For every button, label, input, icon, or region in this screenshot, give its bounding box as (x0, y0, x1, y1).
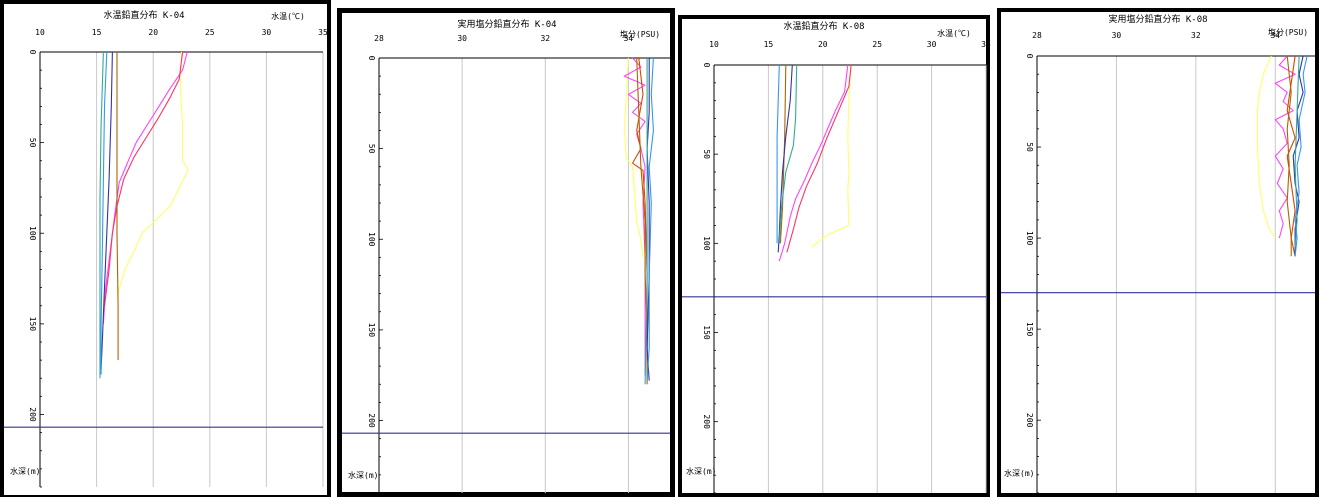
series-line-1 (623, 57, 646, 376)
chart-panel-temp-k08: 水温鉛直分布 K-08 水温(℃) 10 15 20 25 30 35 0 50 100 150 200… (678, 15, 991, 497)
chart-svg: 水温鉛直分布 K-08 水温(℃) 10 15 20 25 30 35 0 50 100 150 200… (682, 20, 991, 494)
y-tick-label: 200 (702, 414, 711, 429)
x-tick-label: 25 (872, 40, 882, 49)
y-tick-label: 150 (367, 323, 376, 338)
series-line-1 (778, 64, 849, 262)
y-tick-label: 100 (367, 232, 376, 247)
y-tick-label: 100 (1025, 231, 1034, 246)
series-line-2 (632, 57, 648, 385)
x-tick-label: 35 (318, 28, 328, 37)
x-axis-label: 塩分(PSU) (1268, 27, 1308, 37)
series-line-6 (1294, 55, 1308, 257)
series-line-2 (1286, 55, 1296, 257)
x-tick-label: 35 (981, 40, 991, 49)
chart-svg: 水温鉛直分布 K-04 水温(℃) 10 15 20 25 30 35 0 50 100 150 200… (4, 9, 328, 488)
y-tick-label: 50 (28, 138, 37, 148)
chart-panel-salinity-k08: 実用塩分鉛直分布 K-08 塩分(PSU) 28 30 32 34 0 50 100 150 200… (997, 8, 1319, 497)
x-tick-label: 30 (927, 40, 937, 49)
series-line-5 (644, 58, 648, 385)
x-tick-label: 20 (148, 28, 158, 37)
x-tick-label: 30 (262, 28, 272, 37)
x-tick-label: 20 (818, 40, 828, 49)
chart-panel-salinity-k04: 実用塩分鉛直分布 K-04 塩分(PSU) 28 30 32 34 0 50 100 150 200… (337, 8, 675, 497)
x-tick-label: 30 (1112, 31, 1122, 40)
chart-svg: 実用塩分鉛直分布 K-08 塩分(PSU) 28 30 32 34 0 50 100 150 200… (1001, 13, 1315, 494)
chart-title: 水温鉛直分布 K-04 (103, 9, 184, 21)
x-tick-label: 10 (709, 40, 719, 49)
series-line-0 (1256, 55, 1276, 239)
y-tick-label: 150 (28, 317, 37, 332)
y-tick-label: 200 (1025, 413, 1034, 428)
y-tick-label: 150 (702, 325, 711, 340)
y-axis-label: 水深(m) (686, 466, 716, 476)
series-line-6 (646, 57, 654, 381)
series-line-4 (100, 51, 113, 370)
x-tick-label: 15 (92, 28, 102, 37)
series-line-3 (1286, 55, 1292, 257)
y-tick-label: 50 (1025, 142, 1034, 152)
y-tick-label: 100 (702, 236, 711, 251)
y-tick-label: 100 (28, 226, 37, 241)
chart-svg: 実用塩分鉛直分布 K-04 塩分(PSU) 28 30 32 34 0 50 100 150 200… (342, 18, 670, 494)
y-axis-label: 水深(m) (10, 466, 40, 476)
y-tick-label: 0 (702, 63, 711, 68)
y-tick-label: 0 (1025, 54, 1034, 59)
series-line-4 (646, 58, 650, 381)
y-tick-label: 200 (367, 413, 376, 428)
x-axis-label: 水温(℃) (937, 28, 971, 38)
series-line-6 (100, 51, 108, 375)
y-tick-label: 50 (367, 144, 376, 154)
series-line-5 (99, 51, 104, 379)
series-line-3 (116, 52, 119, 361)
x-tick-label: 28 (374, 34, 384, 43)
series-line-0 (116, 51, 189, 297)
x-tick-label: 25 (205, 28, 215, 37)
x-tick-label: 15 (764, 40, 774, 49)
chart-panel-temp-k04: 水温鉛直分布 K-04 水温(℃) 10 15 20 25 30 35 0 50 100 150 200… (0, 0, 331, 497)
series-line-0 (811, 64, 852, 248)
series-line-6 (776, 64, 780, 244)
series-line-1 (1274, 55, 1296, 239)
x-tick-label: 34 (1270, 31, 1280, 40)
y-tick-label: 50 (702, 149, 711, 159)
series-line-0 (623, 57, 644, 258)
y-tick-label: 150 (1025, 322, 1034, 337)
series-line-2 (786, 64, 852, 253)
series-line-2 (103, 51, 184, 306)
series-line-1 (102, 51, 188, 324)
series-line-5 (778, 64, 798, 244)
series-line-3 (779, 64, 787, 244)
y-axis-label: 水深(m) (1004, 468, 1034, 478)
chart-title: 実用塩分鉛直分布 K-04 (457, 18, 556, 30)
x-tick-label: 32 (540, 34, 550, 43)
x-tick-label: 34 (624, 34, 634, 43)
x-tick-label: 28 (1032, 31, 1042, 40)
y-tick-label: 200 (28, 407, 37, 422)
x-tick-label: 30 (457, 34, 467, 43)
x-axis-label: 塩分(PSU) (620, 29, 660, 39)
y-tick-label: 0 (367, 56, 376, 61)
chart-title: 実用塩分鉛直分布 K-08 (1108, 13, 1207, 25)
x-axis-label: 水温(℃) (271, 11, 305, 21)
y-axis-label: 水深(m) (348, 470, 378, 480)
x-tick-label: 10 (35, 28, 45, 37)
y-tick-label: 0 (28, 50, 37, 55)
x-tick-label: 32 (1191, 31, 1201, 40)
chart-title: 水温鉛直分布 K-08 (783, 20, 864, 32)
